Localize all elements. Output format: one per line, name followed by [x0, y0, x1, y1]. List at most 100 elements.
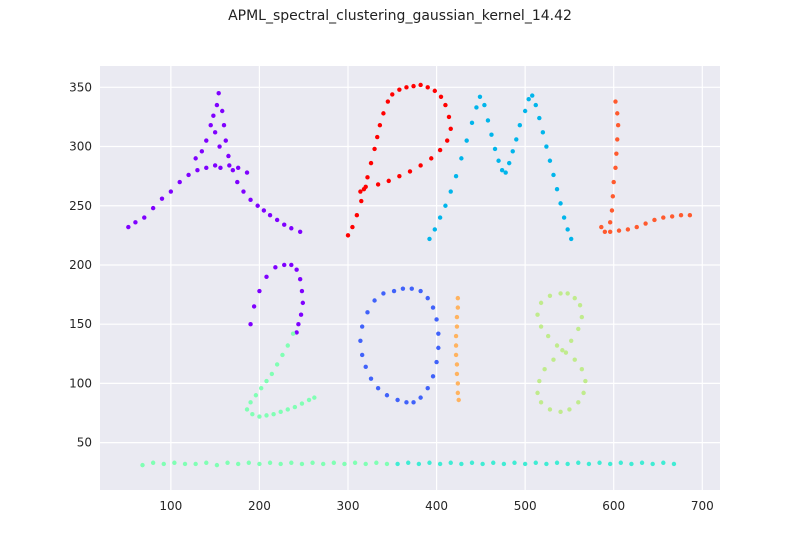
data-point — [437, 147, 443, 153]
data-point — [211, 113, 216, 118]
data-point — [477, 94, 483, 99]
data-point — [430, 305, 436, 310]
data-point — [537, 115, 542, 121]
data-point — [289, 262, 294, 268]
data-point — [425, 385, 430, 391]
data-point — [629, 461, 634, 467]
data-point — [453, 343, 459, 348]
data-point — [445, 138, 450, 143]
data-point — [560, 348, 565, 353]
data-point — [259, 385, 264, 391]
data-point — [448, 460, 453, 465]
data-point — [607, 229, 613, 235]
data-point — [443, 203, 448, 208]
data-point — [409, 286, 414, 291]
series-6 — [453, 295, 461, 403]
data-point — [610, 194, 616, 199]
data-point — [299, 401, 305, 406]
data-point — [214, 462, 220, 468]
data-point — [454, 324, 460, 329]
data-point — [212, 163, 218, 168]
data-point — [602, 229, 608, 235]
data-point — [454, 362, 460, 367]
data-point — [554, 460, 560, 465]
data-point — [306, 397, 312, 403]
series-8 — [395, 460, 677, 467]
data-point — [297, 276, 303, 282]
data-point — [406, 460, 411, 465]
data-point — [418, 288, 423, 294]
data-point — [230, 168, 236, 173]
data-point — [661, 215, 666, 220]
data-point — [363, 461, 368, 467]
data-point — [241, 189, 246, 194]
data-point — [459, 156, 464, 161]
data-point — [583, 378, 588, 384]
data-point — [482, 102, 487, 108]
series-5 — [358, 286, 441, 405]
data-point — [359, 352, 365, 358]
data-point — [554, 343, 560, 348]
data-point — [569, 338, 574, 343]
data-point — [510, 149, 515, 154]
data-point — [434, 359, 439, 365]
data-point — [221, 123, 227, 128]
data-point — [161, 461, 166, 467]
data-point — [459, 461, 464, 467]
data-point — [350, 224, 355, 230]
data-point — [395, 461, 400, 467]
data-point — [607, 220, 613, 225]
data-point — [455, 381, 461, 386]
data-point — [159, 196, 165, 201]
data-point — [391, 288, 397, 294]
data-point — [133, 220, 138, 225]
data-point — [485, 118, 491, 123]
data-point — [193, 156, 198, 161]
data-point — [418, 82, 423, 88]
data-point — [567, 407, 572, 412]
data-point — [271, 412, 276, 417]
data-point — [551, 172, 556, 178]
x-axis-tick-labels: 100 200 300 400 500 600 700 — [159, 499, 713, 513]
data-point — [455, 295, 461, 301]
y-tick-label: 300 — [69, 140, 92, 154]
data-point — [416, 461, 422, 467]
data-point — [264, 378, 269, 384]
data-point — [522, 108, 528, 114]
data-point — [177, 179, 182, 185]
data-point — [533, 460, 538, 465]
data-point — [385, 99, 391, 104]
data-point — [257, 461, 262, 467]
data-point — [375, 182, 381, 187]
series-7 — [535, 291, 588, 415]
series-0 — [126, 91, 306, 335]
data-point — [204, 165, 209, 171]
data-point — [204, 138, 209, 143]
data-points — [126, 82, 693, 468]
data-point — [535, 390, 540, 396]
data-point — [579, 366, 585, 372]
data-point — [235, 179, 240, 185]
data-point — [491, 460, 496, 465]
data-point — [372, 146, 377, 152]
data-point — [264, 274, 269, 280]
data-point — [615, 137, 620, 142]
data-point — [358, 189, 363, 194]
data-point — [365, 175, 370, 180]
data-point — [400, 286, 406, 291]
data-point — [554, 186, 560, 192]
data-point — [168, 189, 174, 194]
data-point — [671, 461, 677, 467]
data-point — [599, 224, 604, 230]
y-axis-tick-labels: 50 100 150 200 250 300 350 — [69, 80, 92, 449]
data-point — [453, 352, 459, 358]
data-point — [448, 126, 453, 131]
data-point — [434, 317, 439, 322]
data-point — [581, 390, 586, 396]
data-point — [436, 331, 441, 336]
data-point — [418, 395, 423, 400]
data-point — [425, 295, 430, 301]
x-tick-label: 600 — [602, 499, 625, 513]
data-point — [558, 409, 563, 415]
